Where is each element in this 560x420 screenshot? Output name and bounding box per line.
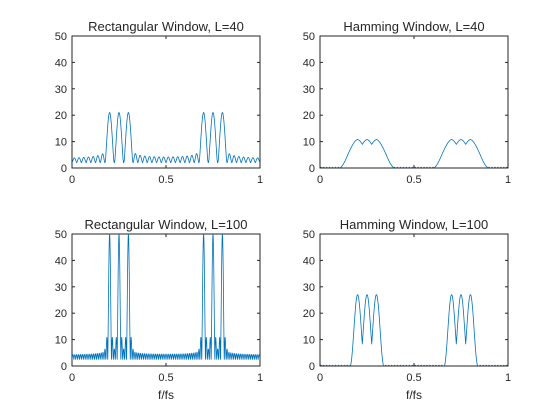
y-tick-label: 10 (55, 137, 67, 149)
y-tick-label: 30 (55, 84, 67, 96)
subplot-1: 0 10 20 30 40 50 0 0.5 1 Rectangular Window, L=40 (55, 19, 263, 186)
y-tick-label: 20 (55, 308, 67, 320)
subplot-2: 0 10 20 30 40 50 0 0.5 1 Hamming Window, L=40 (303, 19, 511, 186)
x-tick-label: 0.5 (406, 174, 421, 186)
x-tick-label: 0.5 (158, 372, 173, 384)
y-tick-label: 0 (61, 361, 67, 373)
x-tick-label: 0 (69, 174, 75, 186)
plot-frame (319, 35, 509, 169)
y-tick-label: 50 (55, 31, 67, 43)
y-tick-label: 40 (303, 255, 315, 267)
x-tick-label: 0 (317, 174, 323, 186)
x-tick-label: 1 (505, 174, 511, 186)
y-tick-label: 30 (55, 282, 67, 294)
x-axis-label: f/fs (158, 388, 174, 402)
chart-title: Hamming Window, L=40 (343, 19, 484, 34)
y-tick-label: 10 (303, 137, 315, 149)
y-tick-label: 40 (303, 57, 315, 69)
y-tick-label: 50 (303, 229, 315, 241)
subplot-4: 0 10 20 30 40 50 0 0.5 1 Hamming Window, L=100 f/f… (303, 217, 511, 402)
x-tick-label: 0 (317, 372, 323, 384)
y-tick-label: 30 (303, 84, 315, 96)
y-tick-label: 0 (309, 361, 315, 373)
x-tick-label: 1 (505, 372, 511, 384)
y-tick-label: 30 (303, 282, 315, 294)
chart-title: Rectangular Window, L=40 (88, 19, 244, 34)
x-tick-label: 0.5 (158, 174, 173, 186)
y-tick-label: 0 (309, 163, 315, 175)
chart-title: Rectangular Window, L=100 (85, 217, 248, 232)
chart-title: Hamming Window, L=100 (340, 217, 489, 232)
y-tick-label: 10 (303, 335, 315, 347)
spectrum-line (72, 234, 260, 360)
y-tick-label: 10 (55, 335, 67, 347)
subplot-3: 0 10 20 30 40 50 0 0.5 1 Rectangular Window, L=10… (55, 217, 263, 402)
plot-frame (71, 35, 261, 169)
x-tick-label: 0.5 (406, 372, 421, 384)
y-tick-label: 40 (55, 255, 67, 267)
y-tick-label: 20 (303, 308, 315, 320)
y-tick-label: 20 (55, 110, 67, 122)
y-tick-label: 40 (55, 57, 67, 69)
plot-frame (319, 233, 509, 367)
y-tick-label: 50 (303, 31, 315, 43)
y-tick-label: 50 (55, 229, 67, 241)
x-axis-label: f/fs (406, 388, 422, 402)
plot-frame (71, 233, 261, 367)
spectrum-line (72, 112, 260, 164)
y-tick-label: 20 (303, 110, 315, 122)
x-tick-label: 1 (257, 174, 263, 186)
y-tick-label: 0 (61, 163, 67, 175)
x-tick-label: 0 (69, 372, 75, 384)
x-tick-label: 1 (257, 372, 263, 384)
